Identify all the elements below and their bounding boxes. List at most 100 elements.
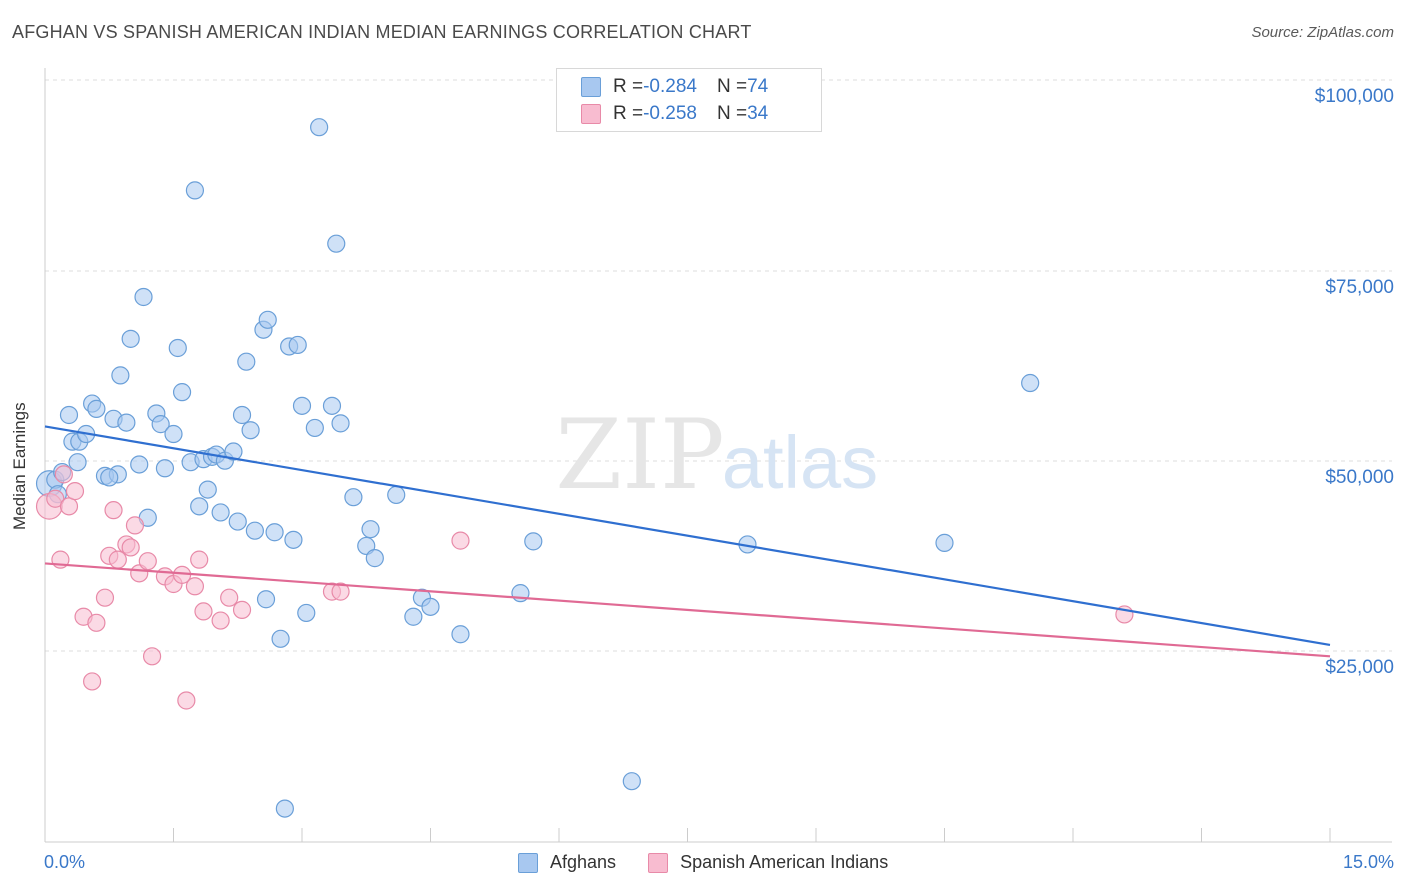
afghan-point [232,405,252,425]
spanish-point [138,552,157,571]
spanish-point [190,550,209,569]
spanish-point [185,577,205,596]
afghan-point [256,590,276,609]
afghan-point [59,405,79,425]
afghan-point [292,396,312,415]
legend-item-afghans[interactable]: Afghans [518,852,616,873]
afghan-point [228,512,247,531]
y-tick-label: $100,000 [1314,86,1394,107]
spanish-point [211,611,230,630]
afghan-point [134,287,153,307]
watermark-zip: ZIP [555,399,724,511]
spanish-point [220,588,239,607]
chart-title: AFGHAN VS SPANISH AMERICAN INDIAN MEDIAN… [12,22,752,42]
afghan-point [164,424,183,444]
afghan-point [322,396,342,415]
spanish-point [142,647,162,666]
afghan-point [237,352,256,371]
spanish-point [125,516,145,535]
spanish-trend-line [44,562,1331,658]
afghan-point [211,503,230,522]
afghan-point [121,329,140,348]
afghans-n-value: 74 [747,76,769,97]
afghan-point [271,629,290,648]
afghan-trend-line [44,425,1331,646]
afghan-point [168,338,187,358]
afghan-point [365,549,384,568]
afghan-point [68,453,87,472]
afghan-point [451,625,470,644]
afghan-point [305,418,324,438]
afghan-point [241,421,260,440]
spanish-n-value: 34 [747,103,769,124]
afghan-point [265,523,284,542]
spanish-point [59,497,79,516]
spanish-point [232,600,252,619]
y-tick-label: $75,000 [1325,277,1394,298]
trend-lines [44,425,1331,658]
afghan-point [198,480,217,499]
afghan-point [421,597,440,616]
spanish-point [104,501,123,520]
afghan-point [288,335,307,355]
afghan-point [1021,373,1040,393]
afghan-point [524,532,543,551]
afghans-swatch [581,77,601,97]
afghan-point [224,442,243,461]
spanish-swatch [581,104,601,124]
stats-legend: R = -0.284 N = 74 R = -0.258 N = 34 [556,68,822,132]
afghan-point [275,799,294,818]
spanish-point [87,613,106,632]
legend-item-spanish[interactable]: Spanish American Indians [648,852,888,873]
afghan-point [310,118,329,137]
afghan-point [190,497,209,516]
spanish-point [46,489,65,508]
watermark: ZIP atlas [555,399,878,511]
spanish-point [121,538,140,557]
legend-row-afghans: R = -0.284 N = 74 [581,75,768,99]
spanish-point [108,550,127,569]
afghan-point [297,603,316,623]
spanish-point [194,602,213,621]
watermark-atlas: atlas [722,421,878,504]
afghan-point [130,455,149,474]
spanish-point [331,582,350,601]
source-label: Source: ZipAtlas.com [1251,24,1394,41]
afghan-point [172,383,192,402]
afghan-point [258,310,277,329]
spanish-point [177,691,196,710]
legend-row-spanish: R = -0.258 N = 34 [581,102,768,126]
afghan-point [935,533,954,552]
spanish-point [54,465,73,484]
afghan-point [111,366,130,385]
y-tick-label: $25,000 [1325,657,1394,678]
afghan-point [117,413,136,432]
spanish-point [451,531,470,550]
afghan-point [622,772,641,791]
spanish-legend-swatch [648,852,669,873]
afghan-point [361,520,380,539]
afghan-point [331,414,350,433]
afghans-r-value: -0.284 [643,76,697,97]
afghans-legend-swatch [518,852,538,873]
afghan-point [87,399,106,418]
series-legend: Afghans Spanish American Indians [518,852,920,873]
spanish-r-value: -0.258 [643,103,697,124]
afghan-point [387,485,406,505]
afghan-point [100,468,119,487]
x-tick-max: 15.0% [1342,852,1394,872]
afghan-point [155,459,175,478]
afghan-point [344,488,363,507]
y-tick-label: $50,000 [1325,467,1394,488]
afghan-point [151,415,170,434]
afghan-point [245,521,264,540]
x-tick-min: 0.0% [44,852,86,872]
afghan-point [404,607,423,626]
spanish-point [65,482,85,501]
afghan-point [284,530,303,549]
spanish-point [83,672,102,691]
afghan-point [327,234,346,253]
spanish-point [95,588,115,607]
afghan-point [185,181,205,200]
